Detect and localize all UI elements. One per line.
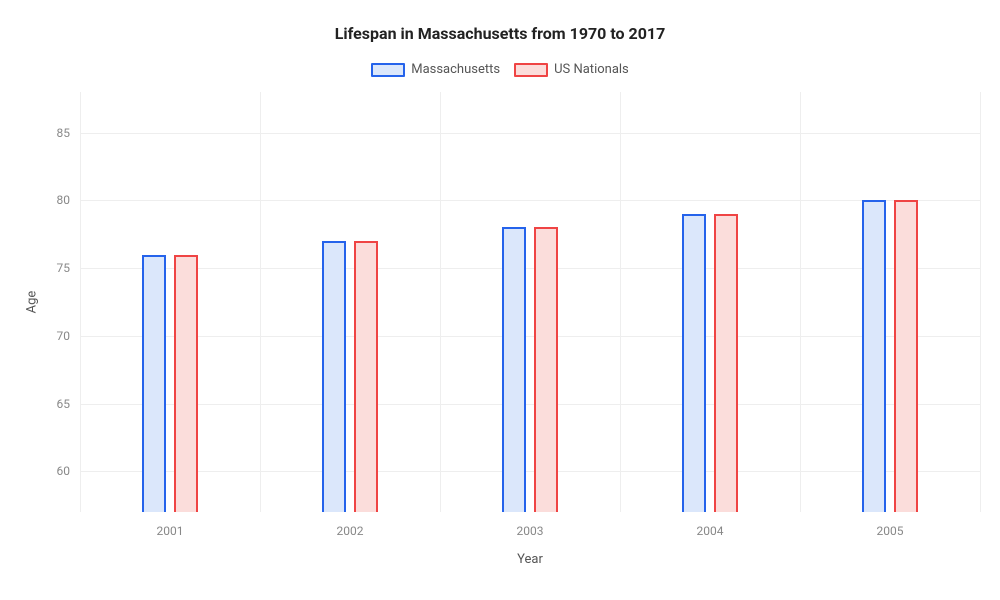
y-tick-label: 70 xyxy=(57,329,81,343)
bar xyxy=(174,255,198,512)
lifespan-chart: Lifespan in Massachusetts from 1970 to 2… xyxy=(0,0,1000,600)
gridline-horizontal xyxy=(80,336,980,337)
bar xyxy=(862,200,886,512)
gridline-vertical xyxy=(80,92,81,512)
chart-title: Lifespan in Massachusetts from 1970 to 2… xyxy=(0,24,1000,43)
gridline-horizontal xyxy=(80,404,980,405)
gridline-vertical xyxy=(440,92,441,512)
bar xyxy=(142,255,166,512)
y-tick-label: 60 xyxy=(57,464,81,478)
legend-label: US Nationals xyxy=(554,62,629,77)
x-axis-title: Year xyxy=(517,552,543,567)
plot-area: 60657075808520012002200320042005 xyxy=(80,92,980,512)
gridline-horizontal xyxy=(80,471,980,472)
bar xyxy=(354,241,378,512)
legend-label: Massachusetts xyxy=(411,62,500,77)
bar xyxy=(714,214,738,512)
gridline-horizontal xyxy=(80,133,980,134)
y-tick-label: 75 xyxy=(57,261,81,275)
gridline-vertical xyxy=(980,92,981,512)
x-tick-label: 2001 xyxy=(157,512,184,538)
y-tick-label: 80 xyxy=(57,193,81,207)
legend-swatch xyxy=(514,63,548,77)
bar xyxy=(502,227,526,512)
bar xyxy=(534,227,558,512)
bar xyxy=(322,241,346,512)
gridline-horizontal xyxy=(80,200,980,201)
y-tick-label: 85 xyxy=(57,126,81,140)
y-axis-title: Age xyxy=(25,291,40,314)
x-tick-label: 2003 xyxy=(517,512,544,538)
bar xyxy=(682,214,706,512)
gridline-vertical xyxy=(800,92,801,512)
legend-swatch xyxy=(371,63,405,77)
gridline-horizontal xyxy=(80,268,980,269)
x-tick-label: 2005 xyxy=(877,512,904,538)
x-tick-label: 2002 xyxy=(337,512,364,538)
chart-legend: Massachusetts US Nationals xyxy=(0,62,1000,77)
gridline-vertical xyxy=(260,92,261,512)
gridline-vertical xyxy=(620,92,621,512)
legend-item: US Nationals xyxy=(514,62,629,77)
bar xyxy=(894,200,918,512)
legend-item: Massachusetts xyxy=(371,62,500,77)
y-tick-label: 65 xyxy=(57,397,81,411)
x-tick-label: 2004 xyxy=(697,512,724,538)
